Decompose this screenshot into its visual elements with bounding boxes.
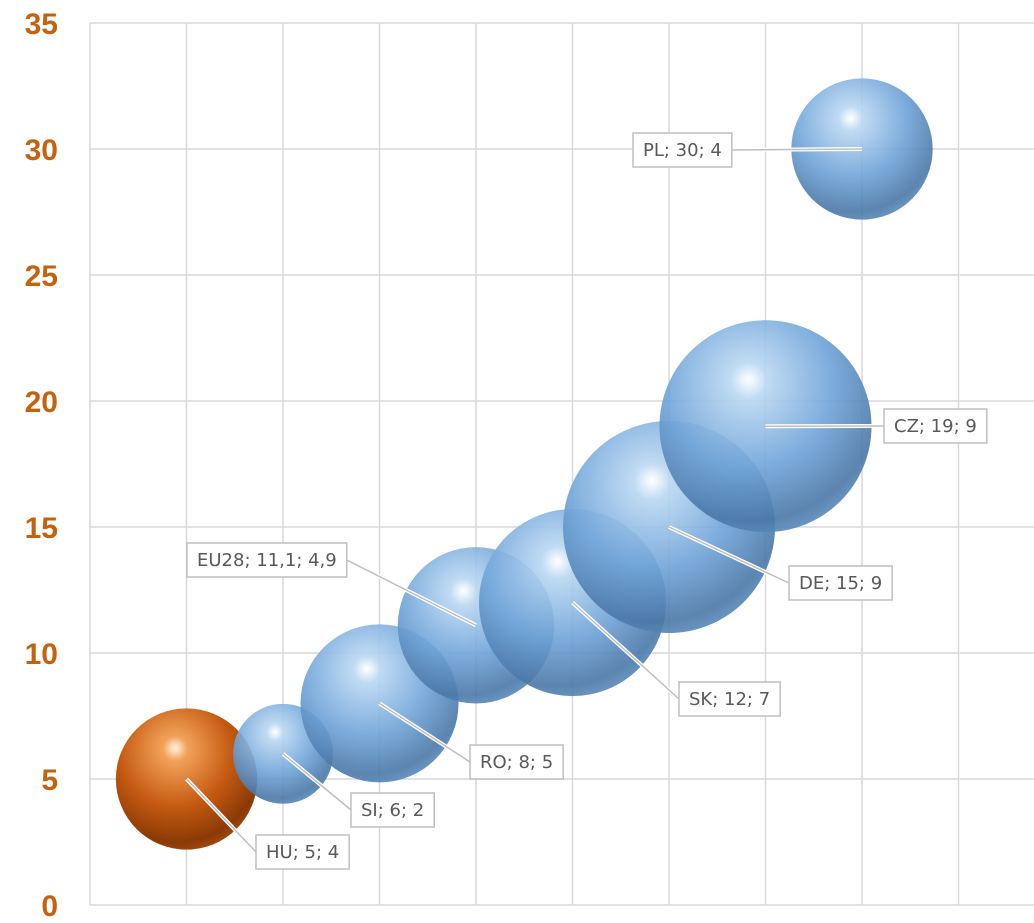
data-label-text: CZ; 19; 9 (894, 416, 977, 437)
y-tick-label: 35 (25, 8, 58, 41)
data-label-de: DE; 15; 9 (789, 566, 892, 600)
data-label-pl: PL; 30; 4 (633, 133, 732, 167)
data-label-text: EU28; 11,1; 4,9 (197, 550, 337, 571)
data-label-text: PL; 30; 4 (643, 140, 722, 161)
data-label-text: SK; 12; 7 (689, 689, 770, 710)
data-label-sk: SK; 12; 7 (679, 682, 780, 716)
y-tick-label: 0 (41, 890, 58, 918)
data-label-eu28: EU28; 11,1; 4,9 (187, 543, 347, 577)
y-axis-tick-labels: 0 5 10 15 20 25 30 35 (25, 8, 58, 918)
data-label-text: SI; 6; 2 (361, 800, 424, 821)
y-tick-label: 10 (25, 638, 58, 671)
data-label-text: HU; 5; 4 (266, 842, 339, 863)
y-tick-label: 5 (41, 764, 58, 797)
data-label-text: DE; 15; 9 (799, 573, 882, 594)
y-tick-label: 25 (25, 260, 58, 293)
data-label-ro: RO; 8; 5 (470, 745, 563, 779)
leader-line (732, 149, 862, 150)
y-tick-label: 30 (25, 134, 58, 167)
data-label-si: SI; 6; 2 (351, 793, 434, 827)
y-tick-label: 15 (25, 512, 58, 545)
data-label-hu: HU; 5; 4 (256, 835, 349, 869)
data-label-text: RO; 8; 5 (480, 752, 553, 773)
bubbles (116, 78, 933, 849)
data-label-cz: CZ; 19; 9 (884, 409, 987, 443)
y-tick-label: 20 (25, 386, 58, 419)
